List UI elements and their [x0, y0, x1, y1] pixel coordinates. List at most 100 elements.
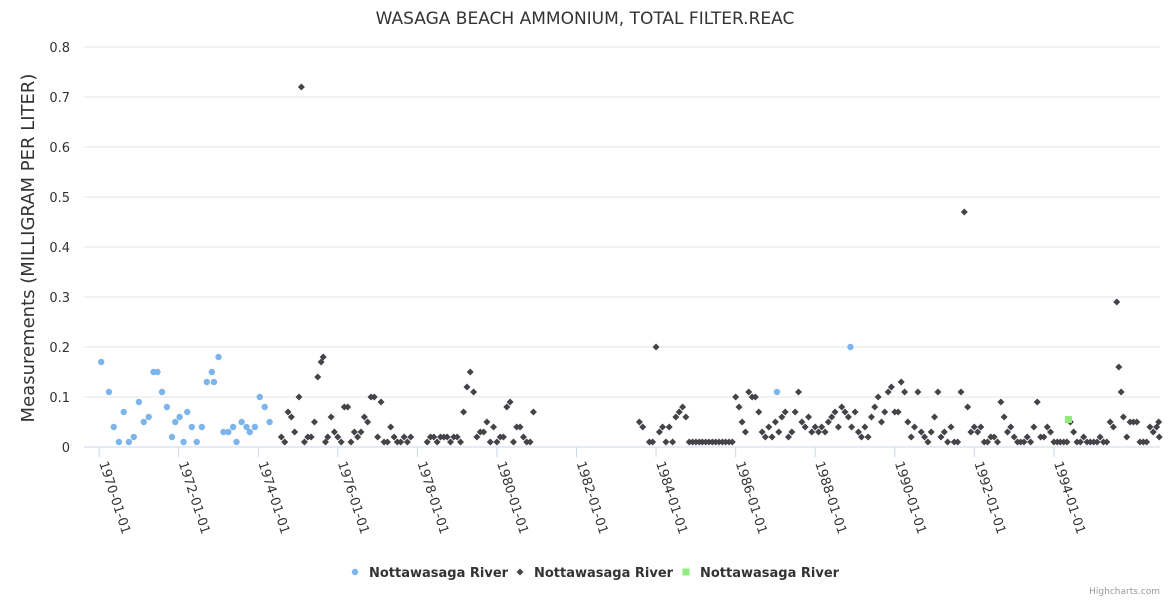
data-point[interactable] — [738, 418, 746, 426]
data-point[interactable] — [652, 343, 660, 351]
data-point[interactable] — [649, 438, 657, 446]
data-point[interactable] — [383, 438, 391, 446]
data-point[interactable] — [229, 423, 237, 431]
data-point[interactable] — [924, 438, 932, 446]
data-point[interactable] — [864, 433, 872, 441]
data-point[interactable] — [499, 433, 507, 441]
data-point[interactable] — [220, 428, 227, 436]
data-point[interactable] — [125, 438, 133, 446]
data-point[interactable] — [374, 433, 382, 441]
data-point[interactable] — [877, 418, 885, 426]
data-point[interactable] — [307, 433, 315, 441]
data-point[interactable] — [857, 433, 865, 441]
data-point[interactable] — [1047, 428, 1055, 436]
data-point[interactable] — [1023, 433, 1031, 441]
data-point[interactable] — [377, 398, 385, 406]
data-point[interactable] — [665, 423, 673, 431]
legend-symbol[interactable] — [351, 568, 359, 576]
data-point[interactable] — [824, 418, 832, 426]
data-point[interactable] — [791, 408, 799, 416]
data-point[interactable] — [784, 433, 792, 441]
data-point[interactable] — [838, 403, 846, 411]
data-point[interactable] — [172, 418, 179, 426]
data-point[interactable] — [1119, 413, 1127, 421]
data-point[interactable] — [457, 438, 465, 446]
data-point[interactable] — [672, 413, 680, 421]
data-point[interactable] — [463, 383, 471, 391]
data-point[interactable] — [208, 368, 216, 376]
data-point[interactable] — [798, 418, 806, 426]
data-point[interactable] — [1106, 418, 1114, 426]
data-point[interactable] — [867, 413, 875, 421]
data-point[interactable] — [811, 423, 819, 431]
data-point[interactable] — [847, 343, 854, 351]
data-point[interactable] — [176, 413, 183, 421]
data-point[interactable] — [728, 438, 736, 446]
data-point[interactable] — [1080, 433, 1088, 441]
data-point[interactable] — [433, 438, 441, 446]
data-point[interactable] — [755, 408, 763, 416]
data-point[interactable] — [390, 433, 398, 441]
data-point[interactable] — [486, 438, 494, 446]
data-point[interactable] — [168, 433, 176, 441]
data-point[interactable] — [1020, 438, 1028, 446]
data-point[interactable] — [447, 438, 455, 446]
data-point[interactable] — [910, 423, 918, 431]
data-point[interactable] — [931, 413, 939, 421]
data-point[interactable] — [516, 423, 524, 431]
data-point[interactable] — [135, 398, 143, 406]
data-point[interactable] — [960, 208, 968, 216]
data-point[interactable] — [937, 433, 945, 441]
data-point[interactable] — [921, 433, 929, 441]
credits-link[interactable]: Highcharts.com — [1089, 587, 1160, 597]
data-point[interactable] — [834, 423, 842, 431]
data-point[interactable] — [815, 428, 823, 436]
data-point[interactable] — [251, 423, 259, 431]
legend-item[interactable]: Nottawasaga River — [351, 566, 509, 581]
data-point[interactable] — [1076, 438, 1084, 446]
data-point[interactable] — [851, 408, 859, 416]
data-point[interactable] — [261, 403, 268, 411]
data-point[interactable] — [901, 388, 909, 396]
legend-item[interactable]: Nottawasaga River — [516, 566, 674, 581]
data-point[interactable] — [397, 438, 405, 446]
data-point[interactable] — [364, 418, 372, 426]
data-point[interactable] — [243, 423, 250, 431]
data-point[interactable] — [1000, 413, 1008, 421]
data-point[interactable] — [828, 413, 836, 421]
data-point[interactable] — [990, 433, 998, 441]
data-point[interactable] — [805, 413, 813, 421]
data-point[interactable] — [407, 433, 415, 441]
data-point[interactable] — [848, 423, 856, 431]
data-point[interactable] — [238, 418, 245, 426]
data-point[interactable] — [887, 383, 895, 391]
data-point[interactable] — [874, 393, 882, 401]
data-point[interactable] — [284, 408, 292, 416]
data-point[interactable] — [1033, 398, 1041, 406]
data-point[interactable] — [480, 428, 488, 436]
data-point[interactable] — [934, 388, 942, 396]
data-point[interactable] — [357, 428, 365, 436]
data-point[interactable] — [768, 433, 776, 441]
data-point[interactable] — [184, 408, 191, 416]
data-point[interactable] — [1093, 438, 1101, 446]
data-point[interactable] — [370, 393, 378, 401]
data-point[interactable] — [295, 393, 303, 401]
data-point[interactable] — [881, 408, 889, 416]
data-point[interactable] — [841, 408, 849, 416]
data-point[interactable] — [1096, 433, 1104, 441]
data-point[interactable] — [291, 428, 299, 436]
data-point[interactable] — [765, 423, 773, 431]
data-point[interactable] — [964, 403, 972, 411]
data-point[interactable] — [277, 433, 285, 441]
data-point[interactable] — [1109, 423, 1117, 431]
data-point[interactable] — [1155, 418, 1163, 426]
data-point[interactable] — [818, 423, 826, 431]
data-point[interactable] — [894, 408, 902, 416]
data-point[interactable] — [983, 438, 991, 446]
legend-symbol[interactable] — [516, 568, 524, 576]
data-point[interactable] — [1103, 438, 1111, 446]
data-point[interactable] — [193, 438, 200, 446]
data-point[interactable] — [203, 378, 210, 386]
data-point[interactable] — [314, 373, 322, 381]
